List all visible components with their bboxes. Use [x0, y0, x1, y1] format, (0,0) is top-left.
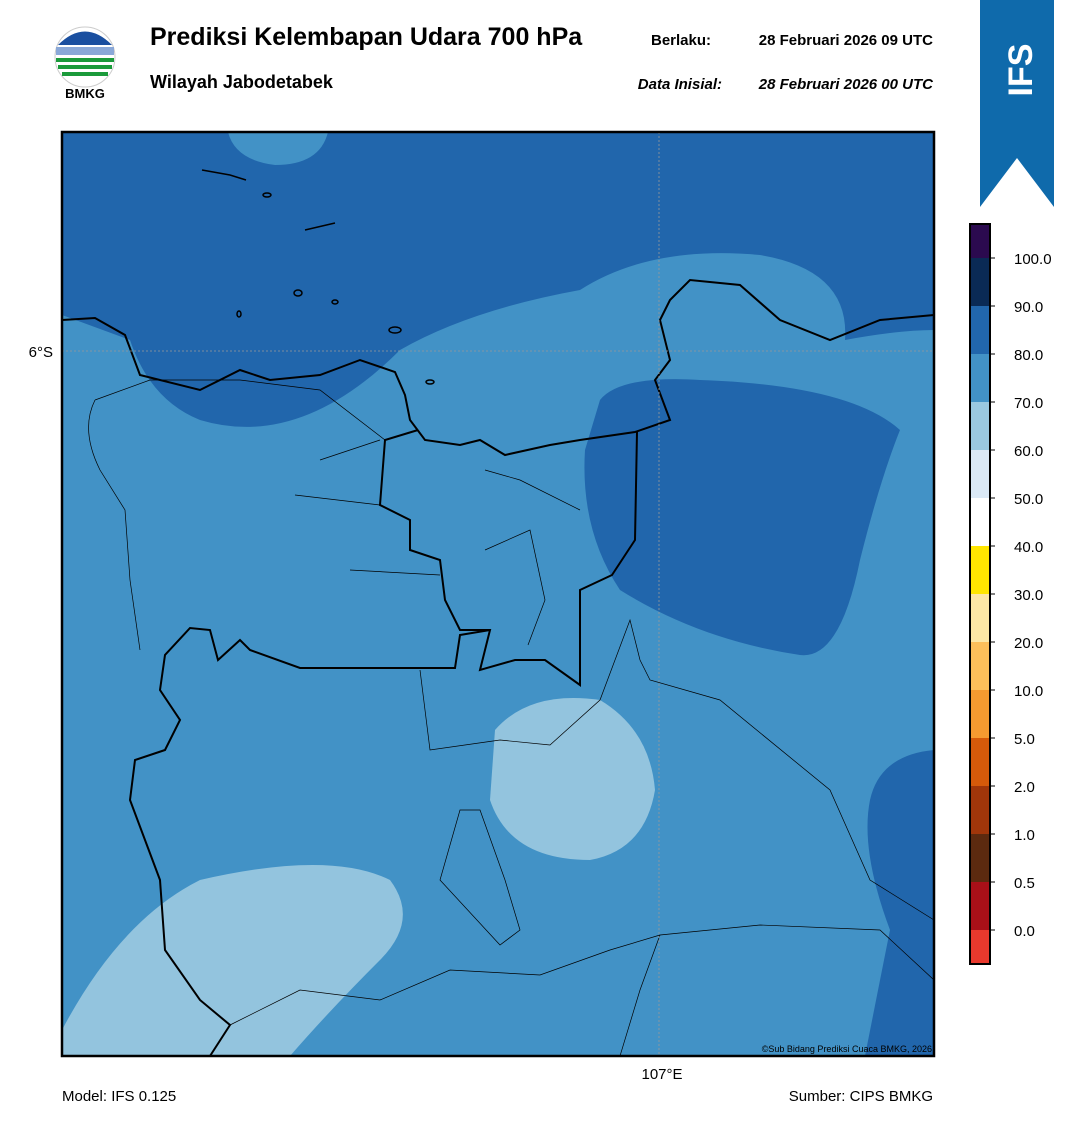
colorbar-segment [970, 594, 990, 642]
colorbar-segment [970, 882, 990, 930]
colorbar-label: 40.0 [1014, 539, 1043, 556]
colorbar-label: 50.0 [1014, 491, 1043, 508]
colorbar-segment [970, 738, 990, 786]
region: Wilayah Jabodetabek [150, 72, 334, 92]
colorbar-label: 70.0 [1014, 395, 1043, 412]
credit: ©Sub Bidang Prediksi Cuaca BMKG, 2026 [762, 1044, 932, 1054]
colorbar-segment [970, 546, 990, 594]
colorbar-segment [970, 498, 990, 546]
colorbar-segment [970, 930, 990, 964]
badge [980, 0, 1054, 207]
colorbar-label: 90.0 [1014, 299, 1043, 316]
logo-text: BMKG [65, 86, 105, 101]
map-frame [60, 130, 936, 1058]
init-label: Data Inisial: [638, 76, 722, 93]
colorbar-label: 10.0 [1014, 683, 1043, 700]
badge-text: IFS [1002, 44, 1040, 97]
map: ©Sub Bidang Prediksi Cuaca BMKG, 2026 [62, 132, 934, 1056]
colorbar-segment [970, 450, 990, 498]
colorbar-segment [970, 258, 990, 306]
colorbar-segment [970, 642, 990, 690]
colorbar-segment [970, 354, 990, 402]
model: Model: IFS 0.125 [62, 1088, 176, 1105]
valid-time: 28 Februari 2026 09 UTC [759, 32, 933, 49]
colorbar-label: 2.0 [1014, 779, 1035, 796]
colorbar-segment [970, 690, 990, 738]
colorbar-label: 0.0 [1014, 923, 1035, 940]
colorbar-label: 30.0 [1014, 587, 1043, 604]
colorbar-label: 1.0 [1014, 827, 1035, 844]
colorbar-segment [970, 306, 990, 354]
valid-label: Berlaku: [651, 32, 711, 49]
init-time: 28 Februari 2026 00 UTC [758, 76, 934, 93]
colorbar-segment [970, 834, 990, 882]
lon-label: 107°E [641, 1066, 682, 1083]
colorbar: 0.0 0.5 1.0 2.0 5.0 10.0 20.0 30.0 40.0 50.0 60.0 7… [969, 223, 1052, 965]
colorbar-segment [970, 402, 990, 450]
bmkg-logo: BMKG [54, 26, 116, 101]
colorbar-label: 0.5 [1014, 875, 1035, 892]
colorbar-label: 60.0 [1014, 443, 1043, 460]
colorbar-label: 20.0 [1014, 635, 1043, 652]
colorbar-label: 80.0 [1014, 347, 1043, 364]
colorbar-segment [970, 224, 990, 258]
colorbar-label: 100.0 [1014, 251, 1052, 268]
colorbar-label: 5.0 [1014, 731, 1035, 748]
title: Prediksi Kelembapan Udara 700 hPa [150, 23, 583, 51]
source: Sumber: CIPS BMKG [789, 1088, 933, 1105]
colorbar-segment [970, 786, 990, 834]
lat-label: 6°S [29, 344, 53, 361]
